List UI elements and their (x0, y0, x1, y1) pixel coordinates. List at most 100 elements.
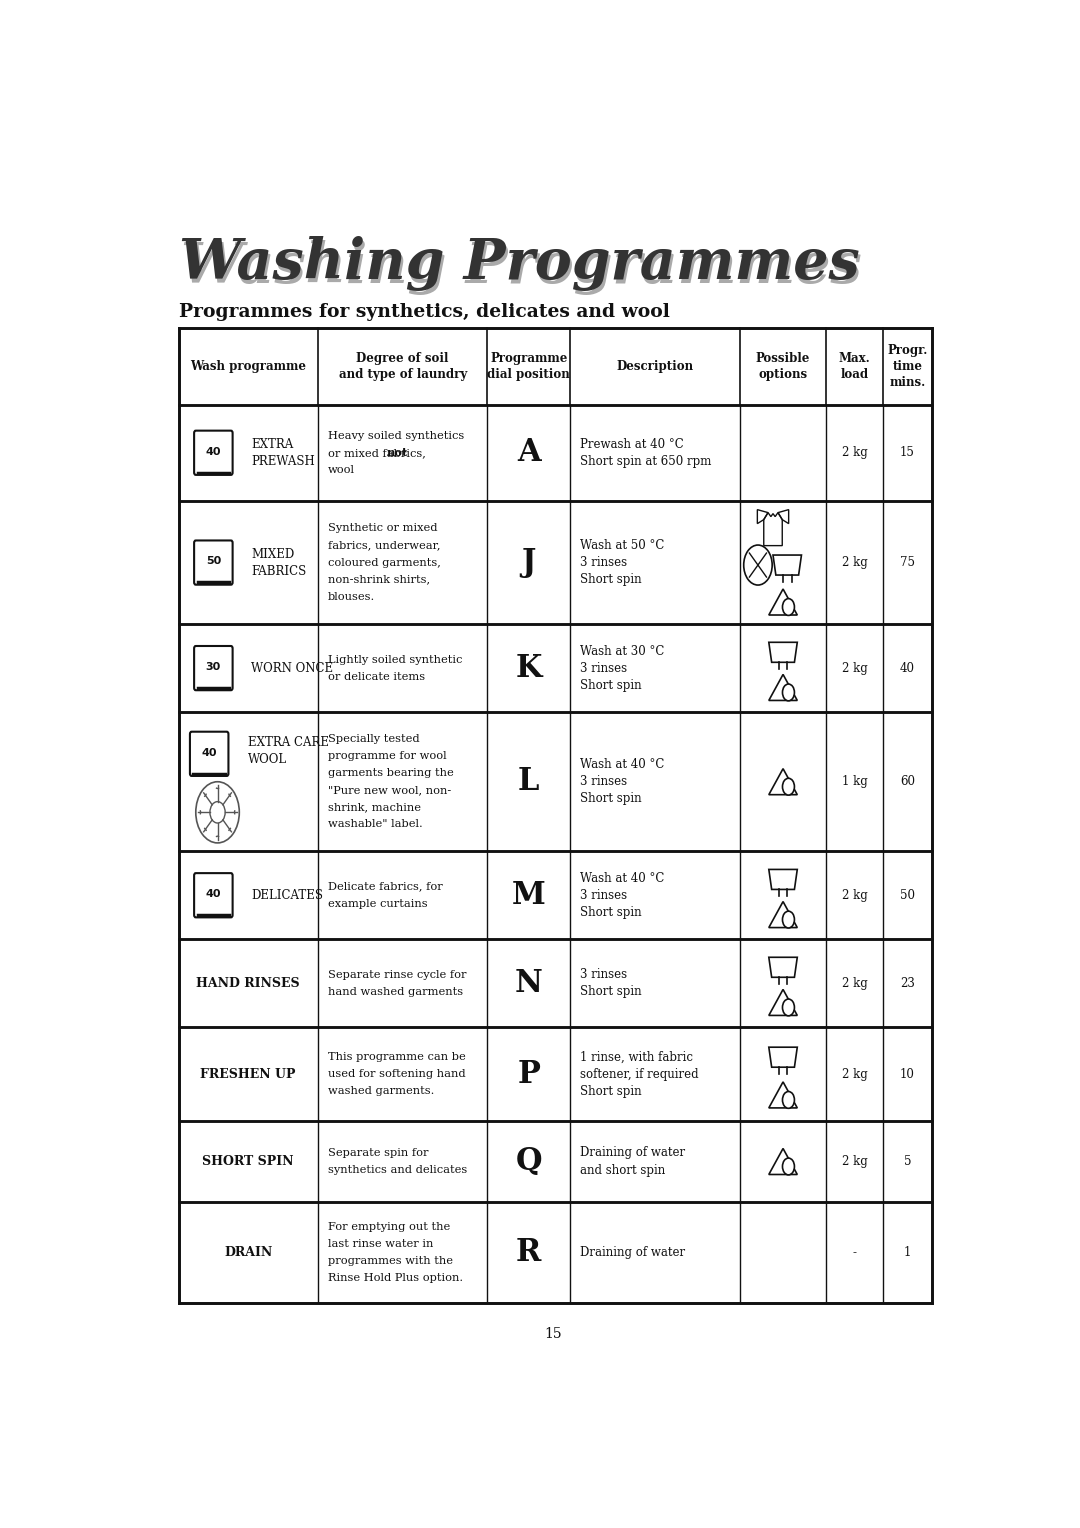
Text: not: not (387, 448, 408, 458)
Text: Separate spin for: Separate spin for (328, 1148, 429, 1158)
Text: 30: 30 (205, 662, 221, 672)
Text: 15: 15 (544, 1326, 563, 1342)
Text: Wash programme: Wash programme (190, 359, 307, 373)
Bar (178, 940, 932, 1027)
Circle shape (783, 911, 795, 927)
Bar (178, 1201, 932, 1303)
Text: 40: 40 (900, 662, 915, 675)
Circle shape (783, 999, 795, 1016)
Circle shape (783, 599, 795, 616)
Text: Heavy soiled synthetics: Heavy soiled synthetics (328, 431, 464, 440)
Bar (178, 623, 932, 712)
Text: Short spin at 650 rpm: Short spin at 650 rpm (580, 455, 712, 468)
Text: or mixed fabrics,: or mixed fabrics, (328, 448, 430, 458)
Text: 60: 60 (900, 775, 915, 788)
Text: washable" label.: washable" label. (328, 819, 422, 830)
Text: 2 kg: 2 kg (841, 889, 867, 902)
Text: Draining of water: Draining of water (580, 1245, 686, 1259)
Text: EXTRA CARE
WOOL: EXTRA CARE WOOL (248, 736, 329, 766)
Text: 75: 75 (900, 556, 915, 568)
Text: J: J (522, 547, 536, 578)
Text: Q: Q (515, 1146, 542, 1177)
Bar (178, 1122, 932, 1201)
Text: EXTRA
PREWASH: EXTRA PREWASH (251, 437, 314, 468)
Text: 50: 50 (205, 556, 221, 567)
Text: 15: 15 (900, 446, 915, 460)
Text: HAND RINSES: HAND RINSES (197, 976, 300, 990)
Text: DELICATES: DELICATES (251, 889, 323, 902)
Text: Wash at 30 °C: Wash at 30 °C (580, 645, 664, 657)
Text: garments bearing the: garments bearing the (328, 769, 454, 778)
Text: Wash at 40 °C: Wash at 40 °C (580, 758, 664, 772)
Text: Short spin: Short spin (580, 573, 642, 587)
Text: R: R (516, 1238, 541, 1268)
Text: or delicate items: or delicate items (328, 672, 426, 681)
Text: Wash at 50 °C: Wash at 50 °C (580, 539, 664, 552)
Circle shape (783, 685, 795, 701)
Text: Draining of water: Draining of water (580, 1146, 686, 1160)
Text: -: - (852, 1245, 856, 1259)
Text: 3 rinses: 3 rinses (580, 889, 627, 902)
Text: blouses.: blouses. (328, 591, 375, 602)
Text: 2 kg: 2 kg (841, 662, 867, 675)
Text: This programme can be: This programme can be (328, 1053, 465, 1062)
Text: FRESHEN UP: FRESHEN UP (201, 1068, 296, 1080)
Text: N: N (515, 967, 543, 999)
Text: M: M (512, 880, 545, 911)
Text: Short spin: Short spin (580, 906, 642, 918)
Bar (178, 712, 932, 851)
Bar (178, 851, 932, 940)
Text: Lightly soiled synthetic: Lightly soiled synthetic (328, 654, 462, 665)
Text: example curtains: example curtains (328, 898, 428, 909)
Text: Short spin: Short spin (580, 1085, 642, 1097)
Text: fabrics, underwear,: fabrics, underwear, (328, 541, 441, 550)
Text: "Pure new wool, non-: "Pure new wool, non- (328, 785, 451, 795)
Text: coloured garments,: coloured garments, (328, 558, 441, 567)
Text: 3 rinses: 3 rinses (580, 775, 627, 788)
Text: Description: Description (617, 359, 693, 373)
Bar (178, 405, 932, 501)
Text: Washing Programmes: Washing Programmes (181, 240, 862, 295)
Text: K: K (515, 652, 542, 683)
Text: softener, if required: softener, if required (580, 1068, 699, 1080)
Text: For emptying out the: For emptying out the (328, 1222, 450, 1232)
Text: Degree of soil
and type of laundry: Degree of soil and type of laundry (338, 351, 467, 380)
Circle shape (783, 1158, 795, 1175)
Text: non-shrink shirts,: non-shrink shirts, (328, 575, 430, 585)
Text: SHORT SPIN: SHORT SPIN (202, 1155, 294, 1167)
Text: 40: 40 (202, 747, 217, 758)
Text: programme for wool: programme for wool (328, 752, 446, 761)
Text: 2 kg: 2 kg (841, 446, 867, 460)
Text: L: L (518, 766, 540, 798)
Text: Specially tested: Specially tested (328, 733, 419, 744)
Text: 40: 40 (205, 889, 221, 898)
Text: hand washed garments: hand washed garments (328, 987, 463, 996)
Text: Short spin: Short spin (580, 678, 642, 692)
Text: DRAIN: DRAIN (224, 1245, 272, 1259)
Text: wool: wool (328, 465, 355, 475)
Text: 10: 10 (900, 1068, 915, 1080)
Text: synthetics and delicates: synthetics and delicates (328, 1164, 468, 1175)
Text: 3 rinses: 3 rinses (580, 662, 627, 675)
Text: 1: 1 (904, 1245, 912, 1259)
Text: Rinse Hold Plus option.: Rinse Hold Plus option. (328, 1273, 463, 1284)
Text: 2 kg: 2 kg (841, 1155, 867, 1167)
Text: Synthetic or mixed: Synthetic or mixed (328, 524, 437, 533)
Text: 2 kg: 2 kg (841, 976, 867, 990)
Text: 1 rinse, with fabric: 1 rinse, with fabric (580, 1051, 693, 1063)
Text: 23: 23 (900, 976, 915, 990)
Text: Max.
load: Max. load (839, 351, 870, 380)
Text: shrink, machine: shrink, machine (328, 802, 421, 813)
Text: Short spin: Short spin (580, 792, 642, 805)
Bar (178, 329, 932, 405)
Text: 40: 40 (205, 446, 221, 457)
Text: Progr.
time
mins.: Progr. time mins. (887, 344, 928, 388)
Text: 2 kg: 2 kg (841, 556, 867, 568)
Circle shape (783, 1091, 795, 1108)
Text: 50: 50 (900, 889, 915, 902)
Text: 1 kg: 1 kg (841, 775, 867, 788)
Text: last rinse water in: last rinse water in (328, 1239, 433, 1248)
Bar (178, 1027, 932, 1122)
Text: Prewash at 40 °C: Prewash at 40 °C (580, 437, 684, 451)
Text: P: P (517, 1059, 540, 1089)
